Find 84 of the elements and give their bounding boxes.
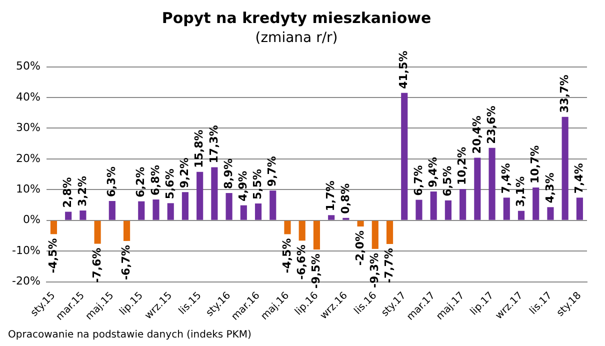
bar	[152, 199, 160, 220]
bar	[108, 201, 116, 220]
data-label: -6,7%	[120, 244, 133, 280]
bar	[123, 220, 130, 241]
bar	[532, 188, 540, 220]
bar	[328, 215, 335, 220]
data-label: 7,4%	[500, 163, 513, 194]
data-label: -2,0%	[353, 230, 366, 266]
bar	[65, 212, 72, 220]
data-label: 9,4%	[426, 156, 440, 188]
bar	[284, 220, 291, 234]
bar	[401, 92, 408, 220]
bar	[503, 198, 510, 220]
data-label: 6,8%	[148, 164, 162, 196]
data-label: 3,2%	[76, 176, 89, 207]
bar	[444, 200, 452, 220]
bar	[298, 220, 306, 241]
y-tick-label: 10%	[16, 182, 40, 196]
data-label: 2,8%	[61, 177, 74, 208]
data-label: -7,6%	[90, 248, 104, 283]
bar	[547, 207, 554, 220]
data-label: 0,8%	[338, 183, 352, 214]
bar	[562, 116, 568, 220]
bar	[94, 220, 101, 244]
y-tick-label: -20%	[12, 274, 40, 288]
bar	[474, 158, 481, 220]
bar	[254, 203, 262, 220]
bar	[372, 220, 378, 249]
bar	[182, 192, 189, 220]
y-tick-label: 20%	[16, 152, 40, 165]
data-label: 41,5%	[397, 50, 410, 89]
y-tick-label: 50%	[16, 60, 40, 73]
chart-title: Popyt na kredyty mieszkaniowe	[162, 8, 432, 27]
bar	[416, 200, 422, 220]
y-tick-label: 0%	[22, 213, 40, 226]
data-label: 17,3%	[207, 125, 220, 164]
data-label: 10,2%	[456, 146, 469, 186]
bar	[357, 220, 364, 227]
data-label: 6,7%	[412, 165, 425, 196]
data-label: -4,5%	[46, 238, 60, 274]
data-label: 8,9%	[222, 158, 235, 190]
y-tick-label: 40%	[16, 90, 40, 104]
bar	[488, 148, 496, 220]
bar	[576, 198, 583, 220]
bar	[270, 190, 276, 220]
data-label: 15,8%	[192, 130, 206, 168]
bar	[460, 189, 466, 220]
data-label: 9,2%	[178, 158, 192, 188]
data-label: 23,6%	[484, 106, 498, 144]
chart-subtitle: (zmiana r/r)	[255, 30, 338, 46]
data-label: 4,3%	[543, 172, 556, 204]
bar	[430, 191, 437, 220]
bar	[80, 210, 86, 220]
text: Opracowanie na podstawie danych (indeks PKM)	[8, 330, 252, 341]
data-label: -9,5%	[310, 254, 323, 289]
y-tick-label: -10%	[12, 244, 40, 257]
bar	[167, 203, 174, 220]
data-label: -6,6%	[294, 244, 308, 280]
bar	[386, 220, 394, 244]
data-label: -4,5%	[280, 238, 294, 274]
data-label: -9,3%	[368, 252, 382, 288]
data-label: 6,3%	[105, 166, 118, 198]
bar	[196, 172, 204, 220]
bar	[240, 205, 247, 220]
y-tick-label: 30%	[16, 121, 40, 134]
data-label: 3,1%	[514, 176, 528, 207]
data-label: 1,7%	[324, 180, 338, 212]
data-label: 33,7%	[558, 74, 571, 113]
data-label: 4,9%	[236, 170, 250, 202]
bar	[518, 210, 525, 220]
data-label: 7,4%	[572, 163, 586, 194]
data-label: 20,4%	[470, 116, 484, 154]
data-label: 6,2%	[134, 166, 148, 198]
bar	[313, 220, 320, 250]
bar	[226, 193, 232, 220]
data-label: 9,7%	[266, 156, 279, 187]
data-label: 6,5%	[441, 166, 454, 196]
bar	[50, 220, 58, 234]
data-label: -7,7%	[382, 248, 396, 284]
data-label: 5,5%	[251, 168, 264, 200]
bar	[211, 167, 218, 220]
data-label: 5,6%	[163, 168, 176, 200]
bar	[138, 201, 145, 220]
data-label: 10,7%	[528, 145, 542, 184]
